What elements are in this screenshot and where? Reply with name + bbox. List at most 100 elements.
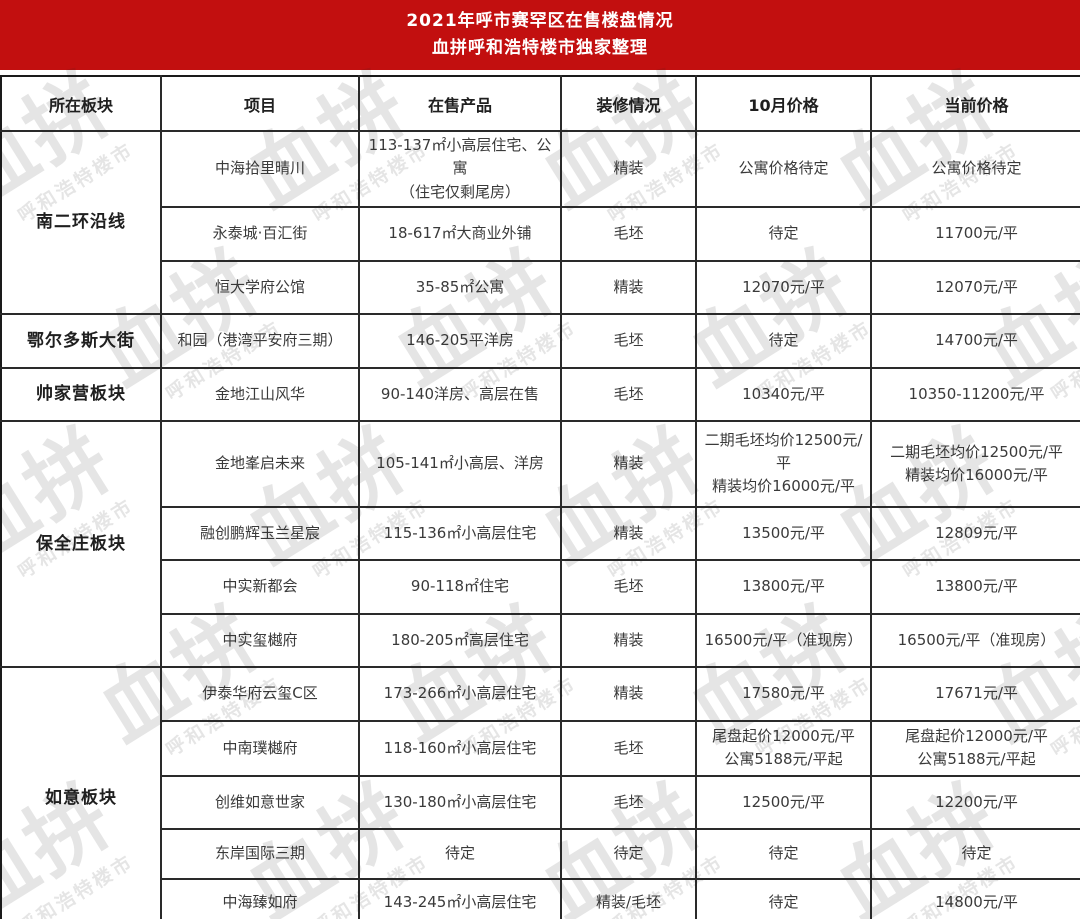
product-cell: 90-140洋房、高层在售 bbox=[358, 366, 562, 422]
current-price-cell: 14800元/平 bbox=[870, 877, 1080, 919]
decoration-cell: 精装/毛坯 bbox=[560, 877, 697, 919]
table-row: 中实新都会 90-118㎡住宅 毛坯 13800元/平 13800元/平 bbox=[1, 558, 1080, 615]
table-body: 南二环沿线 中海拾里晴川 113-137㎡小高层住宅、公寓 （住宅仅剩尾房） 精装 公寓… bbox=[0, 130, 1080, 919]
table-row: 中海臻如府 143-245㎡小高层住宅 精装/毛坯 待定 14800元/平 bbox=[1, 877, 1080, 919]
current-price-cell: 公寓价格待定 bbox=[870, 130, 1080, 208]
oct-price-cell: 16500元/平（准现房） bbox=[695, 612, 872, 668]
table-row: 中实玺樾府 180-205㎡高层住宅 精装 16500元/平（准现房） 16500元/平… bbox=[1, 612, 1080, 668]
listings-table: 所在板块 项目 在售产品 装修情况 10月价格 当前价格 南二环沿线 中海拾里晴川… bbox=[0, 75, 1080, 919]
col-header-current-price: 当前价格 bbox=[870, 75, 1080, 132]
col-header-product: 在售产品 bbox=[358, 75, 562, 132]
oct-price-cell: 12070元/平 bbox=[695, 259, 872, 315]
table-header-row: 所在板块 项目 在售产品 装修情况 10月价格 当前价格 bbox=[0, 75, 1080, 132]
oct-price-cell: 待定 bbox=[695, 205, 872, 262]
oct-price-cell: 二期毛坯均价12500元/平 精装均价16000元/平 bbox=[695, 419, 872, 508]
decoration-cell: 精装 bbox=[560, 130, 697, 208]
current-price-cell: 尾盘起价12000元/平 公寓5188元/平起 bbox=[870, 719, 1080, 777]
current-price-cell: 12200元/平 bbox=[870, 774, 1080, 830]
oct-price-cell: 待定 bbox=[695, 312, 872, 369]
product-cell: 146-205平洋房 bbox=[358, 312, 562, 369]
table-row: 创维如意世家 130-180㎡小高层住宅 毛坯 12500元/平 12200元/平 bbox=[1, 774, 1080, 830]
product-cell: 待定 bbox=[358, 827, 562, 880]
table-row: 永泰城·百汇街 18-617㎡大商业外铺 毛坯 待定 11700元/平 bbox=[1, 205, 1080, 262]
decoration-cell: 待定 bbox=[560, 827, 697, 880]
decoration-cell: 毛坯 bbox=[560, 558, 697, 615]
table-row: 如意板块 伊泰华府云玺C区 173-266㎡小高层住宅 精装 17580元/平 17671… bbox=[0, 665, 1080, 919]
project-cell: 和园（港湾平安府三期） bbox=[160, 312, 360, 369]
decoration-cell: 毛坯 bbox=[560, 205, 697, 262]
current-price-cell: 14700元/平 bbox=[870, 312, 1080, 369]
col-header-decoration: 装修情况 bbox=[560, 75, 697, 132]
col-header-october-price: 10月价格 bbox=[695, 75, 872, 132]
project-cell: 伊泰华府云玺C区 bbox=[160, 665, 360, 722]
decoration-cell: 毛坯 bbox=[560, 312, 697, 369]
decoration-cell: 毛坯 bbox=[560, 719, 697, 777]
product-cell: 113-137㎡小高层住宅、公寓 （住宅仅剩尾房） bbox=[358, 130, 562, 208]
product-cell: 115-136㎡小高层住宅 bbox=[358, 505, 562, 561]
current-price-cell: 二期毛坯均价12500元/平 精装均价16000元/平 bbox=[870, 419, 1080, 508]
product-cell: 105-141㎡小高层、洋房 bbox=[358, 419, 562, 508]
table-row: 中南璞樾府 118-160㎡小高层住宅 毛坯 尾盘起价12000元/平 公寓5188元… bbox=[1, 719, 1080, 777]
decoration-cell: 精装 bbox=[560, 612, 697, 668]
table-row: 恒大学府公馆 35-85㎡公寓 精装 12070元/平 12070元/平 bbox=[1, 259, 1080, 315]
oct-price-cell: 公寓价格待定 bbox=[695, 130, 872, 208]
project-cell: 创维如意世家 bbox=[160, 774, 360, 830]
product-cell: 118-160㎡小高层住宅 bbox=[358, 719, 562, 777]
title-banner: 2021年呼市赛罕区在售楼盘情况 血拼呼和浩特楼市独家整理 bbox=[0, 0, 1080, 70]
product-cell: 173-266㎡小高层住宅 bbox=[358, 665, 562, 722]
decoration-cell: 精装 bbox=[560, 665, 697, 722]
table-row: 南二环沿线 中海拾里晴川 113-137㎡小高层住宅、公寓 （住宅仅剩尾房） 精装 公寓… bbox=[0, 130, 1080, 315]
project-cell: 中实玺樾府 bbox=[160, 612, 360, 668]
decoration-cell: 精装 bbox=[560, 259, 697, 315]
product-cell: 180-205㎡高层住宅 bbox=[358, 612, 562, 668]
oct-price-cell: 12500元/平 bbox=[695, 774, 872, 830]
col-header-district: 所在板块 bbox=[0, 75, 162, 132]
project-cell: 中海拾里晴川 bbox=[160, 130, 360, 208]
project-cell: 中南璞樾府 bbox=[160, 719, 360, 777]
product-cell: 90-118㎡住宅 bbox=[358, 558, 562, 615]
project-cell: 恒大学府公馆 bbox=[160, 259, 360, 315]
product-cell: 143-245㎡小高层住宅 bbox=[358, 877, 562, 919]
oct-price-cell: 13500元/平 bbox=[695, 505, 872, 561]
decoration-cell: 精装 bbox=[560, 505, 697, 561]
table-row: 鄂尔多斯大街 和园（港湾平安府三期） 146-205平洋房 毛坯 待定 14700元/平 bbox=[0, 312, 1080, 369]
banner-title-line2: 血拼呼和浩特楼市独家整理 bbox=[432, 38, 648, 58]
project-cell: 永泰城·百汇街 bbox=[160, 205, 360, 262]
project-cell: 金地江山风华 bbox=[160, 366, 360, 422]
table-row: 保全庄板块 金地峯启未来 105-141㎡小高层、洋房 精装 二期毛坯均价12500元/… bbox=[0, 419, 1080, 668]
decoration-cell: 精装 bbox=[560, 419, 697, 508]
current-price-cell: 16500元/平（准现房） bbox=[870, 612, 1080, 668]
product-cell: 130-180㎡小高层住宅 bbox=[358, 774, 562, 830]
current-price-cell: 17671元/平 bbox=[870, 665, 1080, 722]
banner-title-line1: 2021年呼市赛罕区在售楼盘情况 bbox=[406, 11, 674, 31]
project-cell: 融创鹏辉玉兰星宸 bbox=[160, 505, 360, 561]
table-row: 融创鹏辉玉兰星宸 115-136㎡小高层住宅 精装 13500元/平 12809元/平 bbox=[1, 505, 1080, 561]
listings-table-wrap: 所在板块 项目 在售产品 装修情况 10月价格 当前价格 南二环沿线 中海拾里晴川… bbox=[0, 75, 1080, 919]
oct-price-cell: 待定 bbox=[695, 827, 872, 880]
project-cell: 东岸国际三期 bbox=[160, 827, 360, 880]
table-row: 帅家营板块 金地江山风华 90-140洋房、高层在售 毛坯 10340元/平 10350-… bbox=[0, 366, 1080, 422]
oct-price-cell: 17580元/平 bbox=[695, 665, 872, 722]
district-cell: 鄂尔多斯大街 bbox=[0, 312, 162, 369]
current-price-cell: 待定 bbox=[870, 827, 1080, 880]
oct-price-cell: 13800元/平 bbox=[695, 558, 872, 615]
current-price-cell: 10350-11200元/平 bbox=[870, 366, 1080, 422]
project-cell: 金地峯启未来 bbox=[160, 419, 360, 508]
oct-price-cell: 待定 bbox=[695, 877, 872, 919]
product-cell: 35-85㎡公寓 bbox=[358, 259, 562, 315]
table-row: 东岸国际三期 待定 待定 待定 待定 bbox=[1, 827, 1080, 880]
district-cell: 保全庄板块 bbox=[0, 419, 162, 668]
project-cell: 中实新都会 bbox=[160, 558, 360, 615]
oct-price-cell: 10340元/平 bbox=[695, 366, 872, 422]
decoration-cell: 毛坯 bbox=[560, 366, 697, 422]
current-price-cell: 11700元/平 bbox=[870, 205, 1080, 262]
current-price-cell: 13800元/平 bbox=[870, 558, 1080, 615]
current-price-cell: 12070元/平 bbox=[870, 259, 1080, 315]
oct-price-cell: 尾盘起价12000元/平 公寓5188元/平起 bbox=[695, 719, 872, 777]
col-header-project: 项目 bbox=[160, 75, 360, 132]
district-cell: 如意板块 bbox=[0, 665, 162, 919]
district-cell: 南二环沿线 bbox=[0, 130, 162, 315]
district-cell: 帅家营板块 bbox=[0, 366, 162, 422]
product-cell: 18-617㎡大商业外铺 bbox=[358, 205, 562, 262]
